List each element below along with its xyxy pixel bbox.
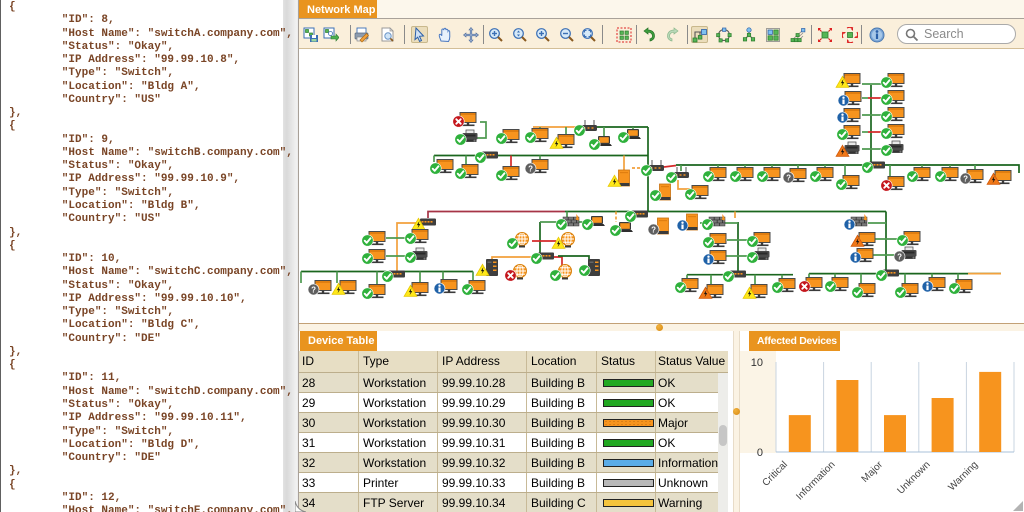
svg-text:Information: Information — [794, 459, 837, 502]
svg-text:10: 10 — [751, 357, 763, 369]
svg-text:Critical: Critical — [761, 459, 790, 488]
svg-text:0: 0 — [757, 447, 763, 459]
svg-text:Unknown: Unknown — [895, 459, 932, 496]
svg-text:Major: Major — [860, 459, 886, 485]
svg-text:Warning: Warning — [946, 459, 980, 493]
